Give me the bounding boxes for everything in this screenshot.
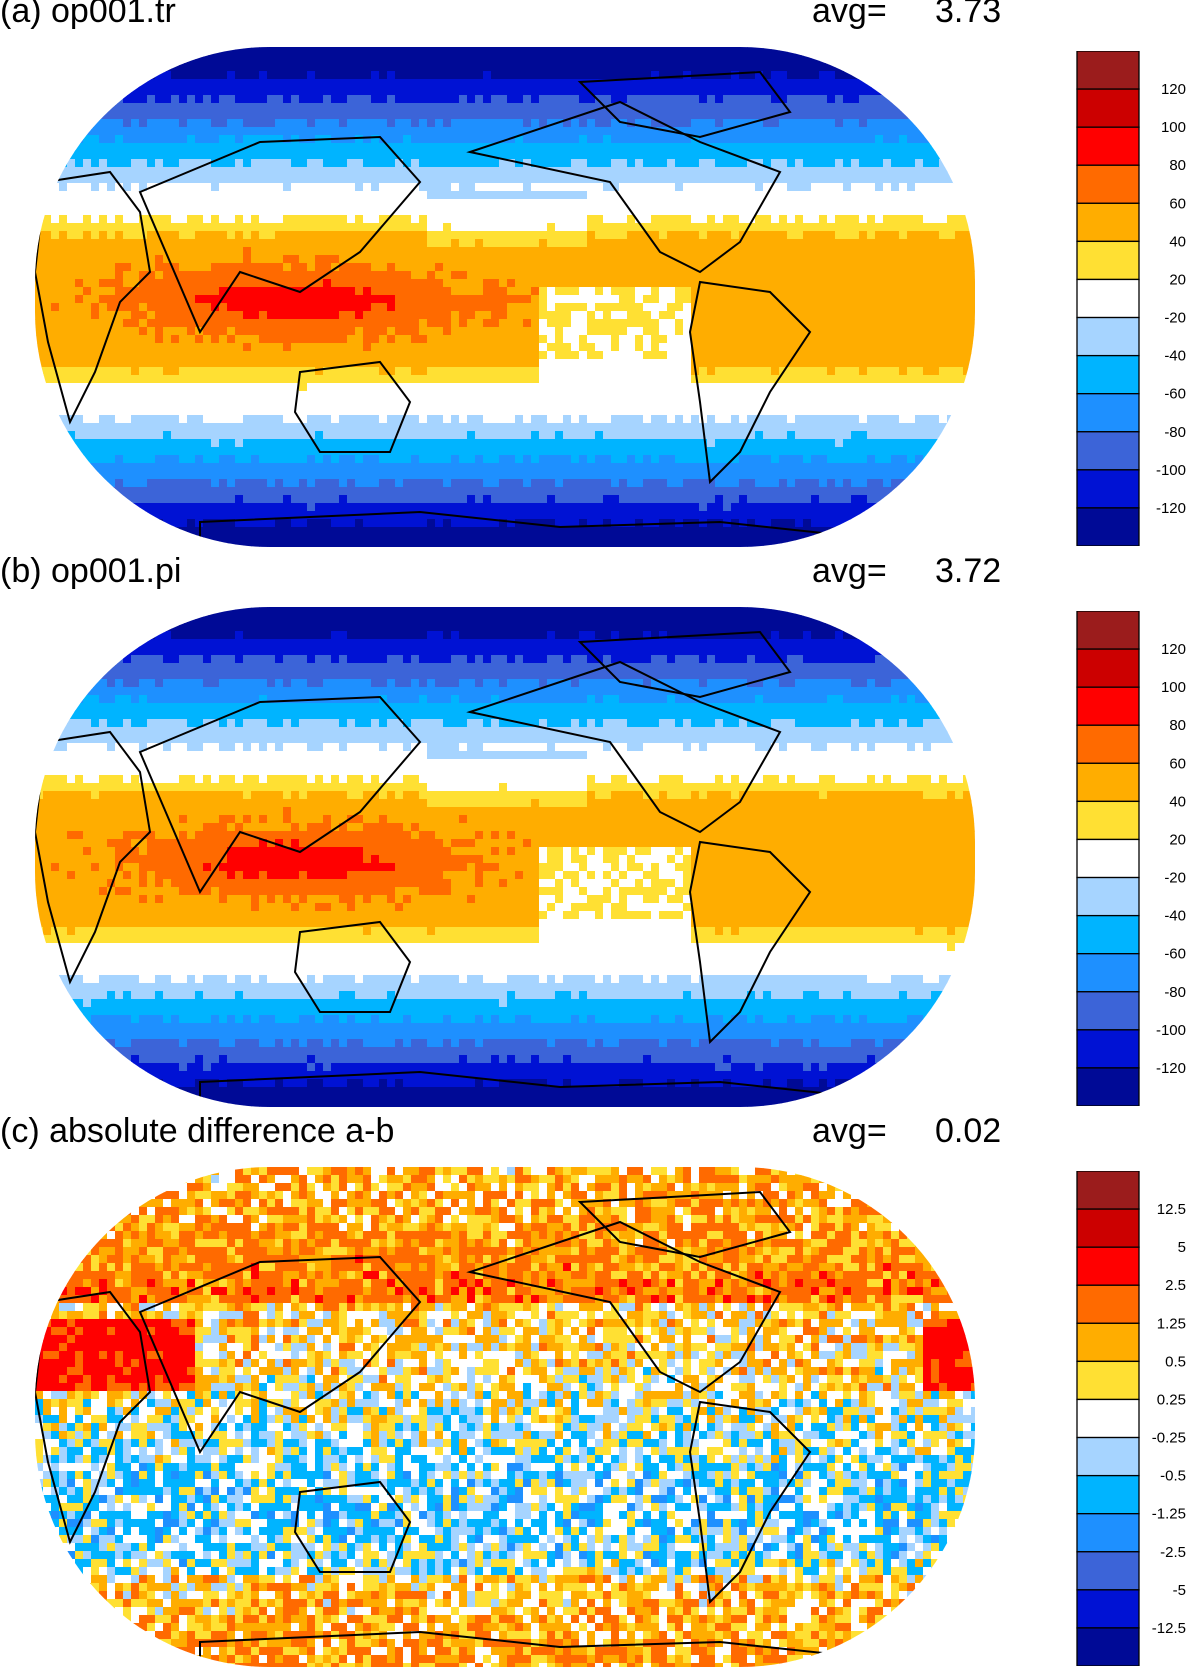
colorbar-swatch [1077, 1285, 1139, 1323]
colorbar-swatch [1077, 279, 1139, 317]
colorbar-tick-label: 100 [1161, 679, 1186, 696]
colorbar-swatch [1077, 687, 1139, 725]
panel-title: (a) op001.tr [0, 0, 176, 31]
colorbar-swatch [1077, 916, 1139, 954]
panel-title: (b) op001.pi [0, 552, 181, 591]
colorbar-tick-label: -40 [1164, 348, 1186, 365]
colorbar-swatch [1077, 356, 1139, 394]
panel-title: (c) absolute difference a-b [0, 1112, 394, 1151]
colorbar-swatch [1077, 165, 1139, 203]
colorbar-tick-label: 0.25 [1157, 1391, 1186, 1408]
colorbar-swatch [1077, 649, 1139, 687]
colorbar-swatch [1077, 1552, 1139, 1590]
colorbar-swatch [1077, 51, 1139, 89]
panel-a: (a) op001.tr avg= 3.73 120 100 80 60 40 20 -20… [0, 0, 1193, 560]
colorbar: 12.5 5 2.5 1.25 0.5 0.25 -0.25 -0.5 -1.25 -2.5 -5 -… [1076, 1171, 1193, 1666]
colorbar-swatch [1077, 1030, 1139, 1068]
avg-value: 3.72 [935, 552, 1001, 591]
avg-value: 0.02 [935, 1112, 1001, 1151]
colorbar-tick-label: 5 [1178, 1239, 1186, 1256]
colorbar-swatch [1077, 1628, 1139, 1666]
colorbar-swatch [1077, 1590, 1139, 1628]
colorbar-swatch [1077, 127, 1139, 165]
global-map [0, 602, 1010, 1112]
colorbar-tick-label: -12.5 [1152, 1620, 1186, 1637]
colorbar-tick-label: -0.25 [1152, 1430, 1186, 1447]
colorbar: 120 100 80 60 40 20 -20 -40 -60 -80 -100 -120 [1076, 51, 1193, 546]
map-field [35, 607, 980, 1112]
colorbar-tick-label: -100 [1156, 1022, 1186, 1039]
colorbar-swatch [1077, 992, 1139, 1030]
global-map [0, 1162, 1010, 1672]
colorbar-tick-label: 2.5 [1165, 1277, 1186, 1294]
colorbar-swatch [1077, 725, 1139, 763]
avg-label: avg= [812, 0, 887, 31]
colorbar-swatch [1077, 763, 1139, 801]
colorbar-tick-label: 80 [1169, 717, 1186, 734]
colorbar-tick-label: -5 [1173, 1582, 1186, 1599]
colorbar-tick-label: 60 [1169, 195, 1186, 212]
colorbar-tick-label: 40 [1169, 233, 1186, 250]
colorbar-swatch [1077, 1247, 1139, 1285]
avg-value: 3.73 [935, 0, 1001, 31]
colorbar-tick-label: -2.5 [1160, 1544, 1186, 1561]
colorbar-tick-label: 40 [1169, 793, 1186, 810]
colorbar-tick-label: -60 [1164, 386, 1186, 403]
avg-label: avg= [812, 1112, 887, 1151]
colorbar-tick-label: -120 [1156, 500, 1186, 517]
colorbar-tick-label: -20 [1164, 870, 1186, 887]
colorbar-tick-label: -100 [1156, 462, 1186, 479]
colorbar-swatch [1077, 1361, 1139, 1399]
colorbar-swatch [1077, 1323, 1139, 1361]
colorbar-tick-label: 20 [1169, 831, 1186, 848]
colorbar-tick-label: 60 [1169, 755, 1186, 772]
map-field [35, 1167, 980, 1672]
colorbar-swatch [1077, 878, 1139, 916]
colorbar-swatch [1077, 1068, 1139, 1106]
colorbar-swatch [1077, 1171, 1139, 1209]
colorbar-swatch [1077, 241, 1139, 279]
colorbar-tick-label: -60 [1164, 946, 1186, 963]
colorbar-tick-label: -120 [1156, 1060, 1186, 1077]
colorbar-tick-label: -80 [1164, 984, 1186, 1001]
colorbar-swatch [1077, 1438, 1139, 1476]
colorbar-swatch [1077, 318, 1139, 356]
colorbar-swatch [1077, 89, 1139, 127]
colorbar-tick-label: -40 [1164, 908, 1186, 925]
avg-label: avg= [812, 552, 887, 591]
global-map [0, 42, 1010, 552]
colorbar-swatch [1077, 801, 1139, 839]
panel-c: (c) absolute difference a-b avg= 0.02 12… [0, 1120, 1193, 1680]
colorbar-tick-label: -0.5 [1160, 1468, 1186, 1485]
colorbar-swatch [1077, 1209, 1139, 1247]
colorbar-swatch [1077, 1476, 1139, 1514]
colorbar-tick-label: 100 [1161, 119, 1186, 136]
colorbar-tick-label: 1.25 [1157, 1315, 1186, 1332]
colorbar-tick-label: -1.25 [1152, 1506, 1186, 1523]
colorbar-swatch [1077, 508, 1139, 546]
colorbar-swatch [1077, 954, 1139, 992]
colorbar-swatch [1077, 470, 1139, 508]
colorbar-swatch [1077, 1514, 1139, 1552]
colorbar-tick-label: 120 [1161, 81, 1186, 98]
colorbar-tick-label: 12.5 [1157, 1201, 1186, 1218]
colorbar-swatch [1077, 839, 1139, 877]
colorbar-tick-label: 0.5 [1165, 1353, 1186, 1370]
colorbar-swatch [1077, 203, 1139, 241]
colorbar-tick-label: 80 [1169, 157, 1186, 174]
colorbar-swatch [1077, 394, 1139, 432]
colorbar-swatch [1077, 1399, 1139, 1437]
colorbar: 120 100 80 60 40 20 -20 -40 -60 -80 -100 -120 [1076, 611, 1193, 1106]
colorbar-swatch [1077, 432, 1139, 470]
colorbar-tick-label: 20 [1169, 271, 1186, 288]
colorbar-tick-label: -20 [1164, 310, 1186, 327]
map-field [35, 47, 980, 552]
colorbar-swatch [1077, 611, 1139, 649]
colorbar-tick-label: 120 [1161, 641, 1186, 658]
colorbar-tick-label: -80 [1164, 424, 1186, 441]
